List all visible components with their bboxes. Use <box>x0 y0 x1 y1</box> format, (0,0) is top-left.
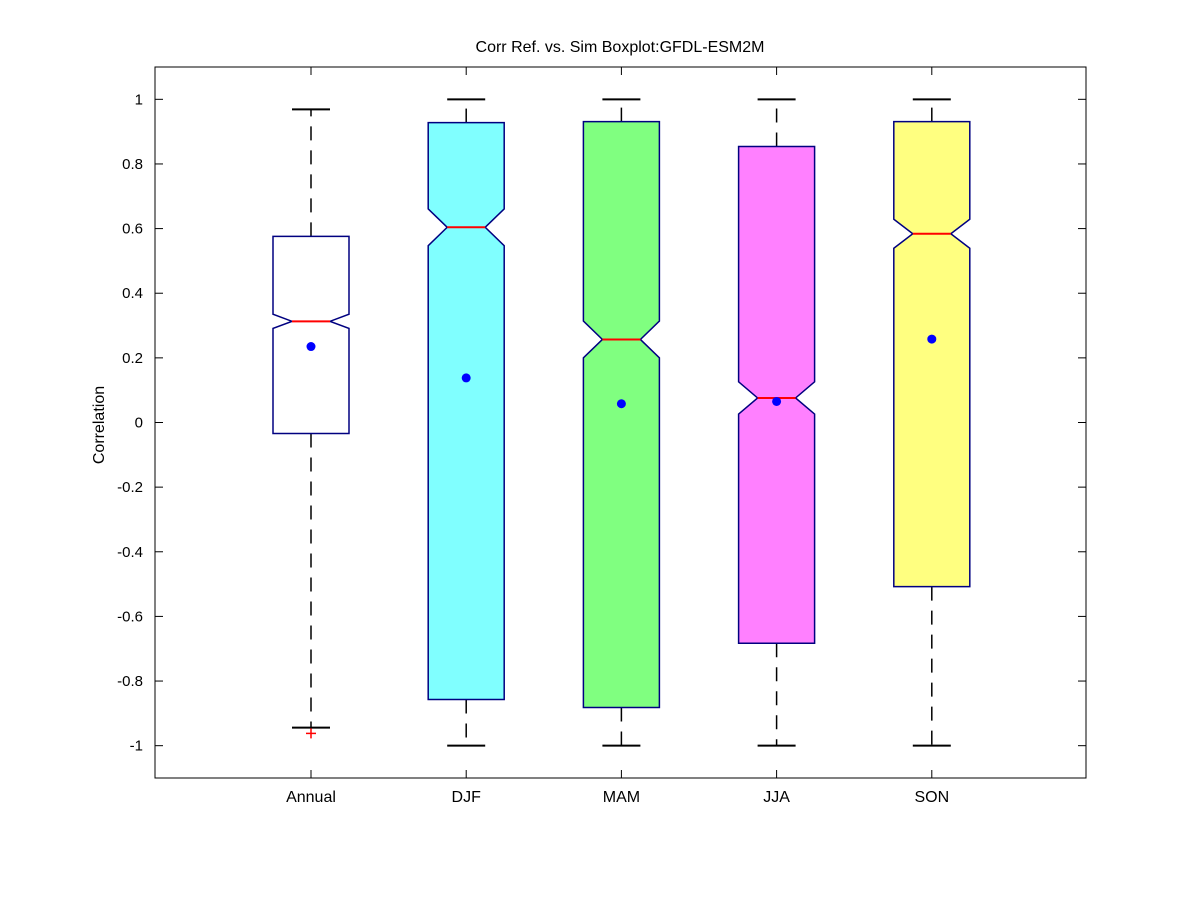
x-tick-label: Annual <box>286 789 336 806</box>
y-axis: -1 -0.8 -0.6 -0.4 -0.2 0 0.2 0.4 0.6 0.8 1 <box>117 91 1086 755</box>
y-tick-label: 0.6 <box>122 221 143 238</box>
box-body <box>272 235 350 435</box>
box-annual <box>272 108 350 739</box>
box-jja <box>737 98 816 747</box>
x-tick-label: MAM <box>603 789 640 806</box>
y-tick-label: -1 <box>130 738 143 755</box>
y-tick-label: 0.2 <box>122 350 143 367</box>
y-tick-label: -0.2 <box>117 479 143 496</box>
y-tick-label: 1 <box>135 91 143 108</box>
y-axis-label: Correlation <box>91 386 108 464</box>
box-son <box>893 98 971 747</box>
box-body <box>893 120 971 588</box>
plot-area-frame <box>154 66 1087 779</box>
y-tick-label: 0.4 <box>122 285 143 302</box>
box-djf <box>427 98 505 747</box>
mean-marker <box>306 342 316 352</box>
y-tick-label: -0.8 <box>117 673 143 690</box>
chart-title: Corr Ref. vs. Sim Boxplot:GFDL-ESM2M <box>476 39 765 56</box>
x-tick-label: DJF <box>452 789 482 806</box>
y-tick-label: 0 <box>135 415 143 432</box>
x-tick-label: JJA <box>763 789 790 806</box>
y-tick-label: 0.8 <box>122 156 143 173</box>
mean-marker <box>927 334 937 344</box>
mean-marker <box>772 396 782 406</box>
box-body <box>582 120 661 709</box>
x-tick-label: SON <box>914 789 949 806</box>
mean-marker <box>461 373 471 383</box>
x-axis: Annual DJF MAM JJA SON <box>286 67 949 806</box>
box-group <box>272 98 971 747</box>
y-tick-label: -0.4 <box>117 544 143 561</box>
y-tick-label: -0.6 <box>117 608 143 625</box>
mean-marker <box>616 399 626 409</box>
box-mam <box>582 98 661 747</box>
box-body <box>737 145 816 644</box>
box-body <box>427 121 505 701</box>
